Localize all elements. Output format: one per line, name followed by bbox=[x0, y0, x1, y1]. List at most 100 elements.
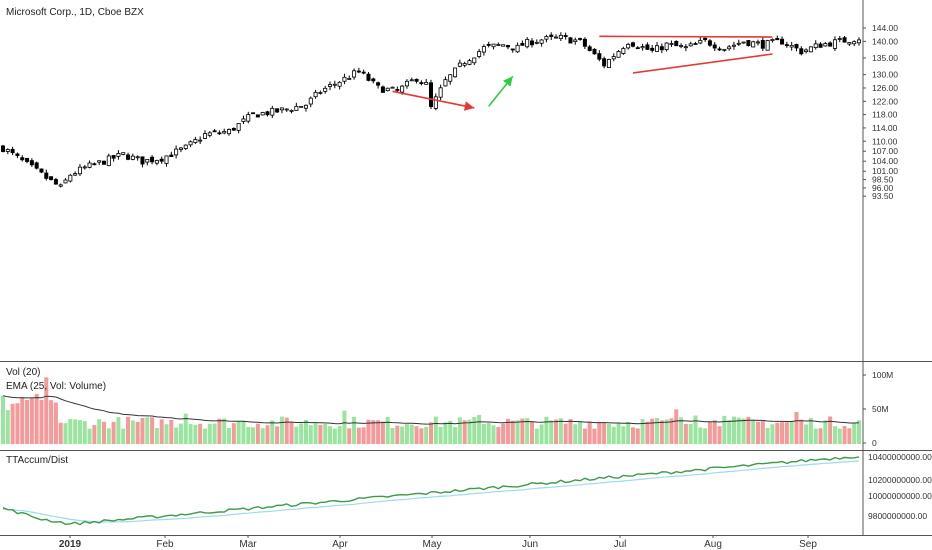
volume-bar bbox=[626, 422, 631, 444]
volume-bar bbox=[366, 419, 371, 444]
volume-bar bbox=[486, 423, 491, 444]
candle-body bbox=[308, 97, 313, 105]
volume-bar bbox=[371, 420, 376, 444]
volume-bar bbox=[111, 421, 116, 444]
volume-bar bbox=[188, 424, 193, 444]
candle-body bbox=[404, 80, 409, 87]
volume-bar bbox=[390, 427, 395, 444]
volume-bar bbox=[784, 422, 789, 444]
volume-bar bbox=[174, 427, 179, 444]
candle-body bbox=[68, 174, 73, 182]
volume-bar bbox=[251, 427, 256, 444]
volume-bar bbox=[53, 402, 58, 444]
candle-body bbox=[63, 179, 68, 184]
price-candles bbox=[0, 32, 862, 188]
candle-body bbox=[419, 82, 424, 85]
volume-bar bbox=[640, 419, 645, 444]
candle-body bbox=[150, 156, 155, 163]
volume-ema-title: EMA (25, Vol: Volume) bbox=[6, 381, 106, 392]
candle-body bbox=[707, 40, 712, 46]
volume-bar bbox=[679, 417, 684, 444]
volume-bar bbox=[92, 425, 97, 444]
candle-body bbox=[121, 152, 126, 155]
candle-body bbox=[356, 70, 361, 73]
candle-body bbox=[385, 87, 390, 92]
candle-body bbox=[457, 62, 462, 67]
candle-body bbox=[352, 70, 357, 78]
volume-bar bbox=[207, 423, 212, 444]
volume-bar bbox=[20, 397, 25, 444]
candle-body bbox=[818, 43, 823, 48]
candle-body bbox=[727, 46, 732, 50]
candle-body bbox=[573, 39, 578, 42]
volume-bar bbox=[328, 426, 333, 444]
candle-body bbox=[582, 38, 587, 47]
volume-bar bbox=[294, 426, 299, 444]
accum-tick-label: 10400000000.00 bbox=[868, 452, 932, 462]
volume-bar bbox=[457, 417, 462, 444]
candle-body bbox=[602, 58, 607, 67]
volume-bar bbox=[212, 423, 217, 444]
candle-body bbox=[116, 153, 121, 157]
volume-bar bbox=[597, 422, 602, 444]
candle-body bbox=[255, 114, 260, 118]
volume-bar bbox=[558, 418, 563, 444]
price-tick-label: 144.00 bbox=[872, 23, 898, 33]
candle-body bbox=[73, 173, 78, 176]
candle-body bbox=[799, 48, 804, 55]
volume-bar bbox=[712, 420, 717, 444]
volume-bar bbox=[650, 418, 655, 444]
volume-bar bbox=[828, 416, 833, 444]
candle-body bbox=[832, 39, 837, 49]
candle-body bbox=[106, 155, 111, 167]
candle-body bbox=[655, 45, 660, 52]
volume-bar bbox=[265, 425, 270, 444]
candle-body bbox=[424, 81, 429, 85]
candle-body bbox=[467, 60, 472, 65]
candle-body bbox=[736, 42, 741, 45]
volume-bar bbox=[39, 399, 44, 444]
candle-body bbox=[97, 160, 102, 163]
volume-bar bbox=[82, 421, 87, 444]
volume-bar bbox=[154, 428, 159, 444]
volume-bar bbox=[554, 419, 559, 444]
volume-bar bbox=[688, 424, 693, 444]
volume-bar bbox=[563, 423, 568, 444]
candle-body bbox=[472, 57, 477, 64]
axis-labels: 144.00 140.00 135.00 130.00 126.00 122.00 118.… bbox=[59, 23, 932, 550]
price-tick-label: 107.00 bbox=[872, 146, 898, 156]
volume-bar bbox=[419, 428, 424, 444]
candle-body bbox=[438, 87, 443, 98]
price-tick-label: 93.50 bbox=[872, 191, 894, 201]
volume-bars bbox=[1, 377, 861, 444]
volume-bar bbox=[178, 423, 183, 444]
volume-bar bbox=[44, 377, 49, 444]
x-tick-label: Apr bbox=[332, 539, 348, 550]
candle-body bbox=[703, 37, 708, 40]
volume-title: Vol (20) bbox=[6, 367, 40, 378]
candle-body bbox=[635, 47, 640, 50]
candle-body bbox=[780, 38, 785, 45]
price-tick-label: 110.00 bbox=[872, 136, 898, 146]
candle-body bbox=[222, 131, 227, 134]
volume-bar bbox=[823, 420, 828, 444]
volume-bar bbox=[227, 428, 232, 444]
volume-bar bbox=[852, 423, 857, 444]
candle-body bbox=[332, 83, 337, 86]
volume-bar bbox=[832, 426, 837, 444]
volume-bar bbox=[529, 422, 534, 444]
volume-bar bbox=[5, 410, 10, 444]
candle-body bbox=[760, 40, 765, 49]
trend-line bbox=[599, 35, 773, 38]
candle-body bbox=[837, 38, 842, 40]
volume-bar bbox=[472, 416, 477, 444]
candle-body bbox=[746, 40, 751, 47]
candle-body bbox=[712, 44, 717, 49]
candle-body bbox=[515, 44, 520, 53]
volume-bar bbox=[169, 419, 174, 444]
candle-body bbox=[342, 76, 347, 82]
volume-bar bbox=[794, 412, 799, 444]
candle-body bbox=[53, 179, 58, 185]
candle-body bbox=[462, 63, 467, 66]
volume-ema-line bbox=[2, 395, 860, 425]
